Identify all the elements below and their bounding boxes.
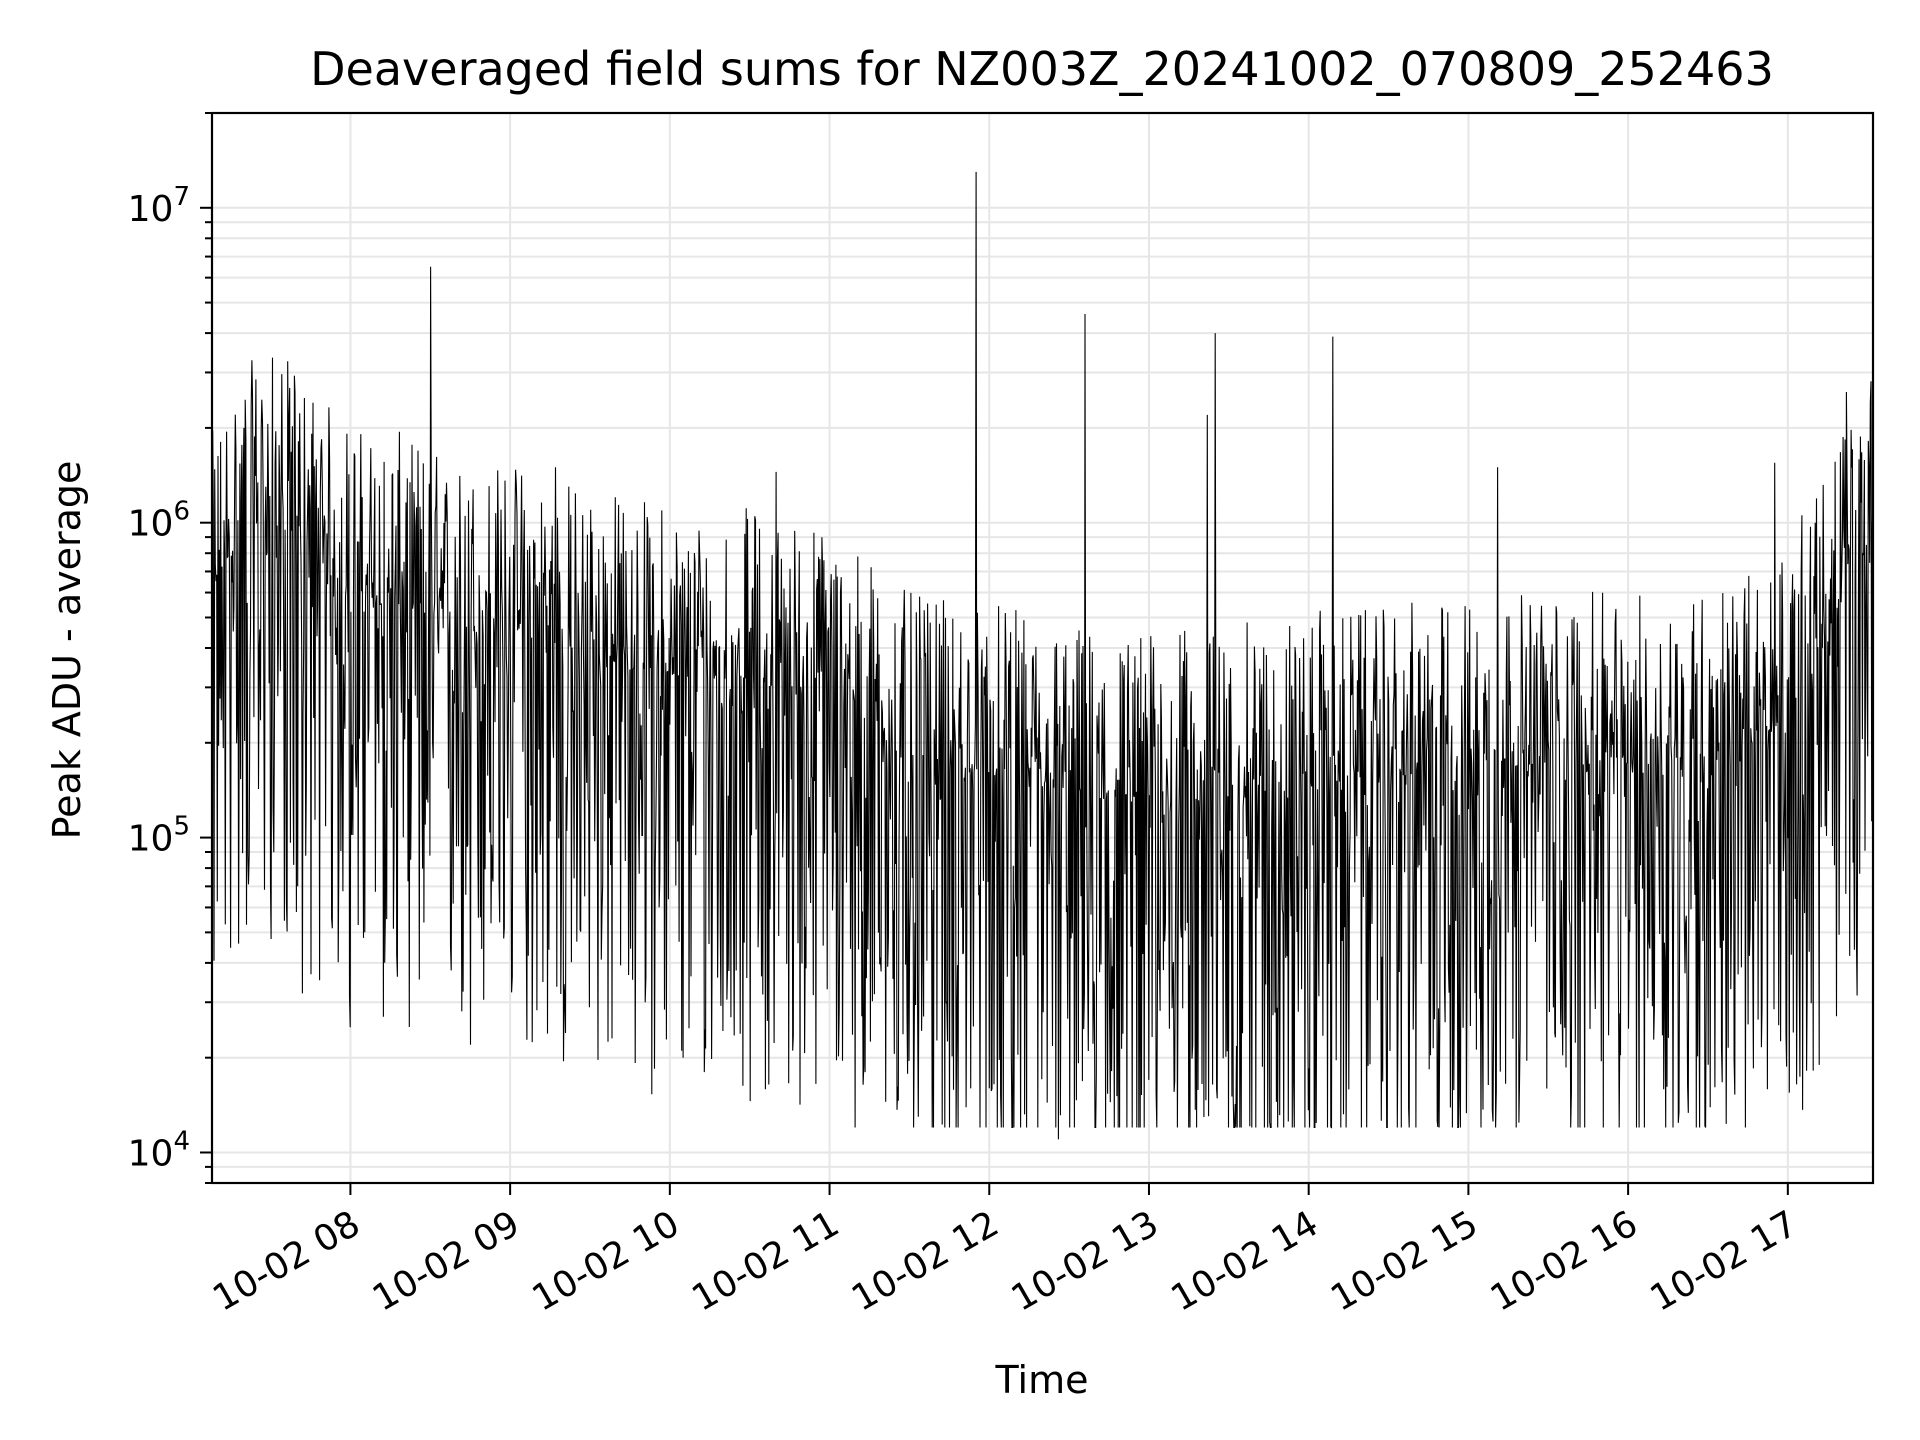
y-tick-label: 107: [128, 182, 190, 230]
y-tick-label: 106: [128, 497, 190, 545]
series-line: [211, 171, 1874, 1140]
x-axis-label: Time: [995, 1358, 1089, 1402]
chart-title: Deaveraged field sums for NZ003Z_2024100…: [310, 42, 1774, 96]
y-tick-label: 104: [128, 1126, 190, 1174]
y-axis-ticks: 104 105 106 107: [128, 112, 212, 1184]
y-axis-label: Peak ADU - average: [45, 461, 89, 840]
data-series: [211, 171, 1874, 1140]
y-tick-label: 105: [128, 812, 190, 860]
